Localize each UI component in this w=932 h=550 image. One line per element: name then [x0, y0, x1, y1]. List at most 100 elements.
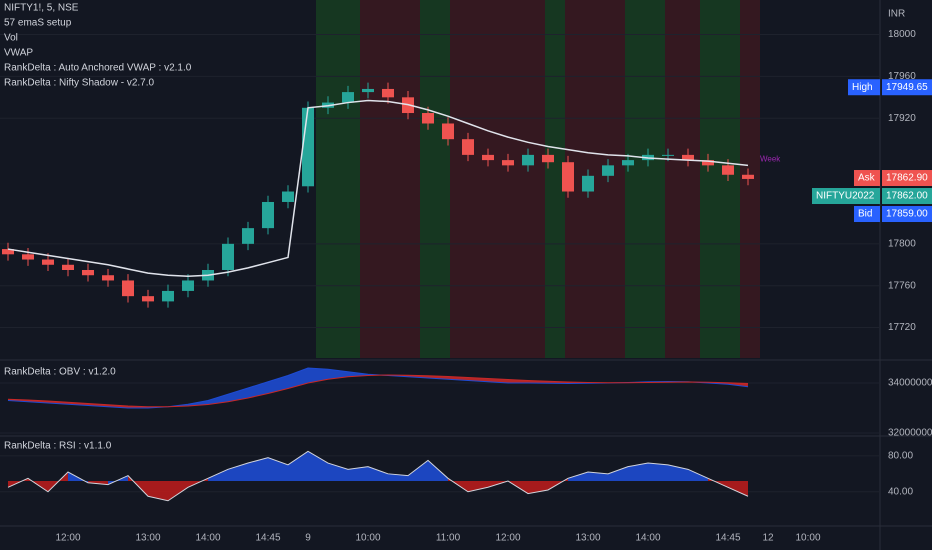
area-fill [168, 481, 188, 501]
price-tag [882, 170, 932, 187]
price-tag-value: 17859.00 [886, 209, 928, 220]
x-tick-label: 13:00 [575, 533, 600, 544]
area-fill [608, 466, 628, 481]
x-tick-label: 13:00 [135, 533, 160, 544]
candle-body [502, 160, 514, 166]
x-tick-label: 14:00 [635, 533, 660, 544]
candle-body [522, 154, 534, 166]
x-tick-label: 14:00 [195, 533, 220, 544]
x-tick-label: 14:45 [715, 533, 740, 544]
candle-body [542, 154, 554, 163]
legend-entry: RankDelta : Auto Anchored VWAP : v2.1.0 [4, 63, 192, 74]
x-tick-label: 12:00 [495, 533, 520, 544]
area-fill [268, 375, 288, 394]
x-tick-label: 14:45 [255, 533, 280, 544]
x-tick-label: 12:00 [55, 533, 80, 544]
area-fill [248, 381, 268, 398]
area-fill [288, 368, 308, 389]
price-tag [882, 79, 932, 96]
axis-label: INR [888, 9, 905, 20]
candle-body [342, 92, 354, 103]
area-fill [728, 481, 748, 497]
x-tick-label: 9 [305, 533, 311, 544]
price-tag-name-text: Ask [858, 173, 876, 184]
y-tick-label: 17920 [888, 113, 916, 124]
candle-body [62, 264, 74, 270]
candle-body [302, 107, 314, 187]
candle-body [622, 160, 634, 166]
pane-title: RankDelta : OBV : v1.2.0 [4, 367, 116, 378]
candle-body [22, 254, 34, 260]
price-tag-value: 17862.90 [886, 173, 928, 184]
session-bands [316, 0, 760, 358]
candle-body [662, 154, 674, 156]
y-tick-label: 34000000 [888, 378, 932, 389]
y-tick-label: 17960 [888, 71, 916, 82]
candle-body [582, 175, 594, 192]
legend-entry: VWAP [4, 48, 33, 59]
area-fill [248, 457, 268, 481]
candle-body [122, 280, 134, 297]
candle-body [42, 259, 54, 265]
y-tick-label: 40.00 [888, 486, 913, 497]
price-tag-name-text: Bid [858, 209, 872, 220]
vwap-line [7, 99, 749, 278]
candle-body [362, 88, 374, 93]
area-fill [148, 481, 168, 501]
y-tick-label: 17800 [888, 238, 916, 249]
candle-body [442, 123, 454, 140]
area-fill [368, 466, 388, 481]
y-tick-label: 17720 [888, 322, 916, 333]
area-fill [568, 472, 588, 481]
legend-entry: NIFTY1!, 5, NSE [4, 3, 79, 14]
candle-body [682, 154, 694, 161]
x-tick-label: 12 [762, 533, 774, 544]
area-fill [428, 460, 448, 481]
candle-body [102, 275, 114, 281]
area-fill [208, 469, 228, 481]
price-tag-value: 17862.00 [886, 191, 928, 202]
area-fill [328, 463, 348, 481]
area-fill [468, 481, 488, 492]
area-fill [668, 464, 688, 481]
area-fill [588, 472, 608, 481]
candle-body [262, 201, 274, 229]
price-tag-name [812, 188, 880, 205]
candle-body [142, 296, 154, 302]
y-tick-label: 32000000 [888, 428, 932, 439]
area-fill [408, 460, 428, 481]
x-tick-label: 10:00 [795, 533, 820, 544]
y-tick-label: 18000 [888, 29, 916, 40]
indicator-line [7, 450, 749, 502]
signal-line [7, 374, 749, 408]
candle-body [282, 191, 294, 202]
area-fill [228, 388, 248, 402]
price-tag-name-text: High [852, 82, 873, 93]
price-tag-value: 17949.65 [886, 82, 928, 93]
area-fill [228, 463, 248, 481]
legend-entry: 57 emaS setup [4, 18, 72, 29]
legend-entry: RankDelta : Nifty Shadow - v2.7.0 [4, 78, 155, 89]
candle-body [2, 249, 14, 255]
price-tag-name [854, 206, 880, 223]
x-tick-label: 11:00 [436, 533, 461, 544]
area-fill [688, 469, 708, 481]
price-tag [882, 206, 932, 223]
candle-body [722, 165, 734, 175]
price-tag [882, 188, 932, 205]
candle-body [702, 160, 714, 166]
price-tag-name [854, 170, 880, 187]
pane-title: RankDelta : RSI : v1.1.0 [4, 441, 112, 452]
y-tick-label: 17760 [888, 280, 916, 291]
candle-body [382, 88, 394, 98]
candle-body [422, 113, 434, 124]
candle-body [182, 280, 194, 291]
area-fill [328, 369, 348, 380]
candle-body [562, 162, 574, 192]
candle-body [222, 243, 234, 270]
legend-entry: Vol [4, 33, 18, 44]
area-fill [308, 451, 328, 481]
candle-body [482, 154, 494, 161]
